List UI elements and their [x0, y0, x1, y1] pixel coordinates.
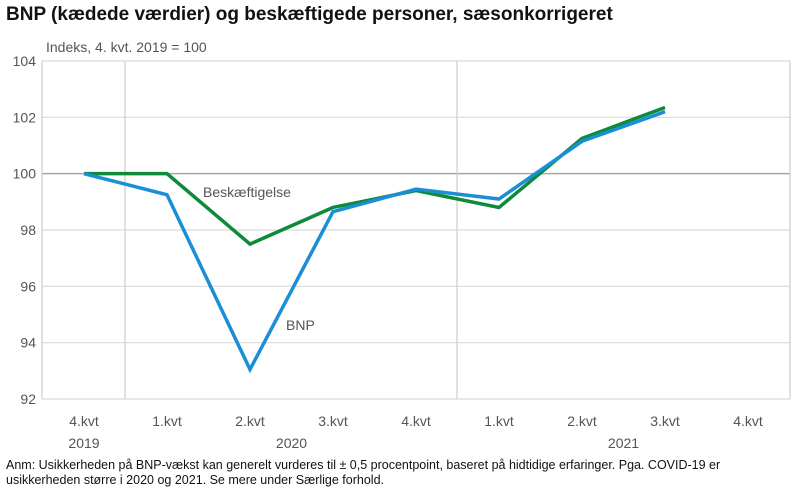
y-tick-label: 98 — [20, 222, 36, 238]
y-tick-label: 96 — [20, 278, 36, 294]
x-tick-label: 4.kvt — [401, 413, 431, 429]
x-tick-label: 3.kvt — [318, 413, 348, 429]
series-label-bnp: BNP — [286, 317, 315, 333]
y-tick-label: 102 — [13, 109, 37, 125]
series-line-bnp — [83, 110, 666, 374]
x-tick-label: 1.kvt — [484, 413, 514, 429]
x-tick-label: 4.kvt — [69, 413, 99, 429]
x-tick-label: 4.kvt — [733, 413, 763, 429]
chart-title: BNP (kædede værdier) og beskæftigede per… — [6, 4, 613, 25]
series-line-beskæftigelse — [84, 105, 666, 247]
x-tick-label: 2.kvt — [567, 413, 597, 429]
y-tick-label: 92 — [20, 391, 36, 407]
x-year-label: 2020 — [276, 435, 307, 451]
x-year-label: 2019 — [68, 435, 99, 451]
chart-note: Anm: Usikkerheden på BNP-vækst kan gener… — [6, 458, 721, 487]
x-tick-label: 2.kvt — [235, 413, 265, 429]
y-axis-label: Indeks, 4. kvt. 2019 = 100 — [46, 39, 207, 55]
series-label-beskaeftigelse: Beskæftigelse — [203, 184, 291, 200]
x-tick-label: 3.kvt — [650, 413, 680, 429]
y-tick-label: 94 — [20, 335, 36, 351]
y-tick-label: 104 — [13, 53, 37, 69]
x-year-label: 2021 — [608, 435, 639, 451]
x-tick-label: 1.kvt — [152, 413, 182, 429]
y-tick-label: 100 — [13, 166, 37, 182]
